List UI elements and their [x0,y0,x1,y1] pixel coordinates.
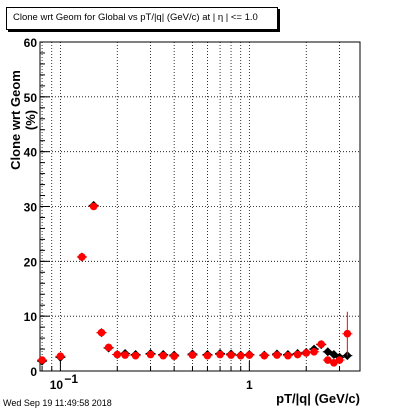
date-stamp: Wed Sep 19 11:49:58 2018 [3,398,112,408]
y-tick-label: 60 [24,36,38,50]
y-tick-label: 40 [24,146,38,160]
data-point [216,350,224,359]
data-point [170,352,178,360]
x-tick-label: 10 [50,378,64,392]
data-point [323,356,332,364]
data-point [188,351,197,359]
data-point [146,350,155,359]
y-axis-label: Clone wrt Geom (%) [8,70,38,170]
y-tick-label: 0 [30,365,37,379]
data-point [310,348,318,356]
data-point [113,350,122,359]
data-point [131,351,140,360]
data-point [273,351,281,359]
data-point [293,350,302,359]
data-point [121,351,129,359]
y-tick-label: 30 [24,201,38,215]
data-point [260,351,269,360]
data-point [284,351,292,360]
y-tick-label: 20 [24,255,38,269]
x-axis-label: pT/|q| (GeV/c) [276,391,360,406]
data-point [203,351,212,360]
data-point [302,349,311,357]
data-point [104,343,113,352]
data-point [159,351,168,360]
data-point [56,352,65,360]
x-tick-exponent: −1 [64,372,78,386]
x-tick-label: 1 [246,378,253,392]
data-point [317,340,326,348]
chart-title: Clone wrt Geom for Global vs pT/|q| (GeV… [13,12,258,23]
data-point [78,253,86,261]
title-box: Clone wrt Geom for Global vs pT/|q| (GeV… [6,7,278,30]
data-point [245,351,254,359]
y-tick-label: 10 [24,310,38,324]
data-point [236,351,245,360]
data-point [89,202,98,211]
data-point [97,328,106,337]
data-point [330,358,338,367]
data-point [335,356,344,364]
data-point [38,356,46,364]
y-tick-label: 50 [24,91,38,105]
data-point [227,351,235,359]
